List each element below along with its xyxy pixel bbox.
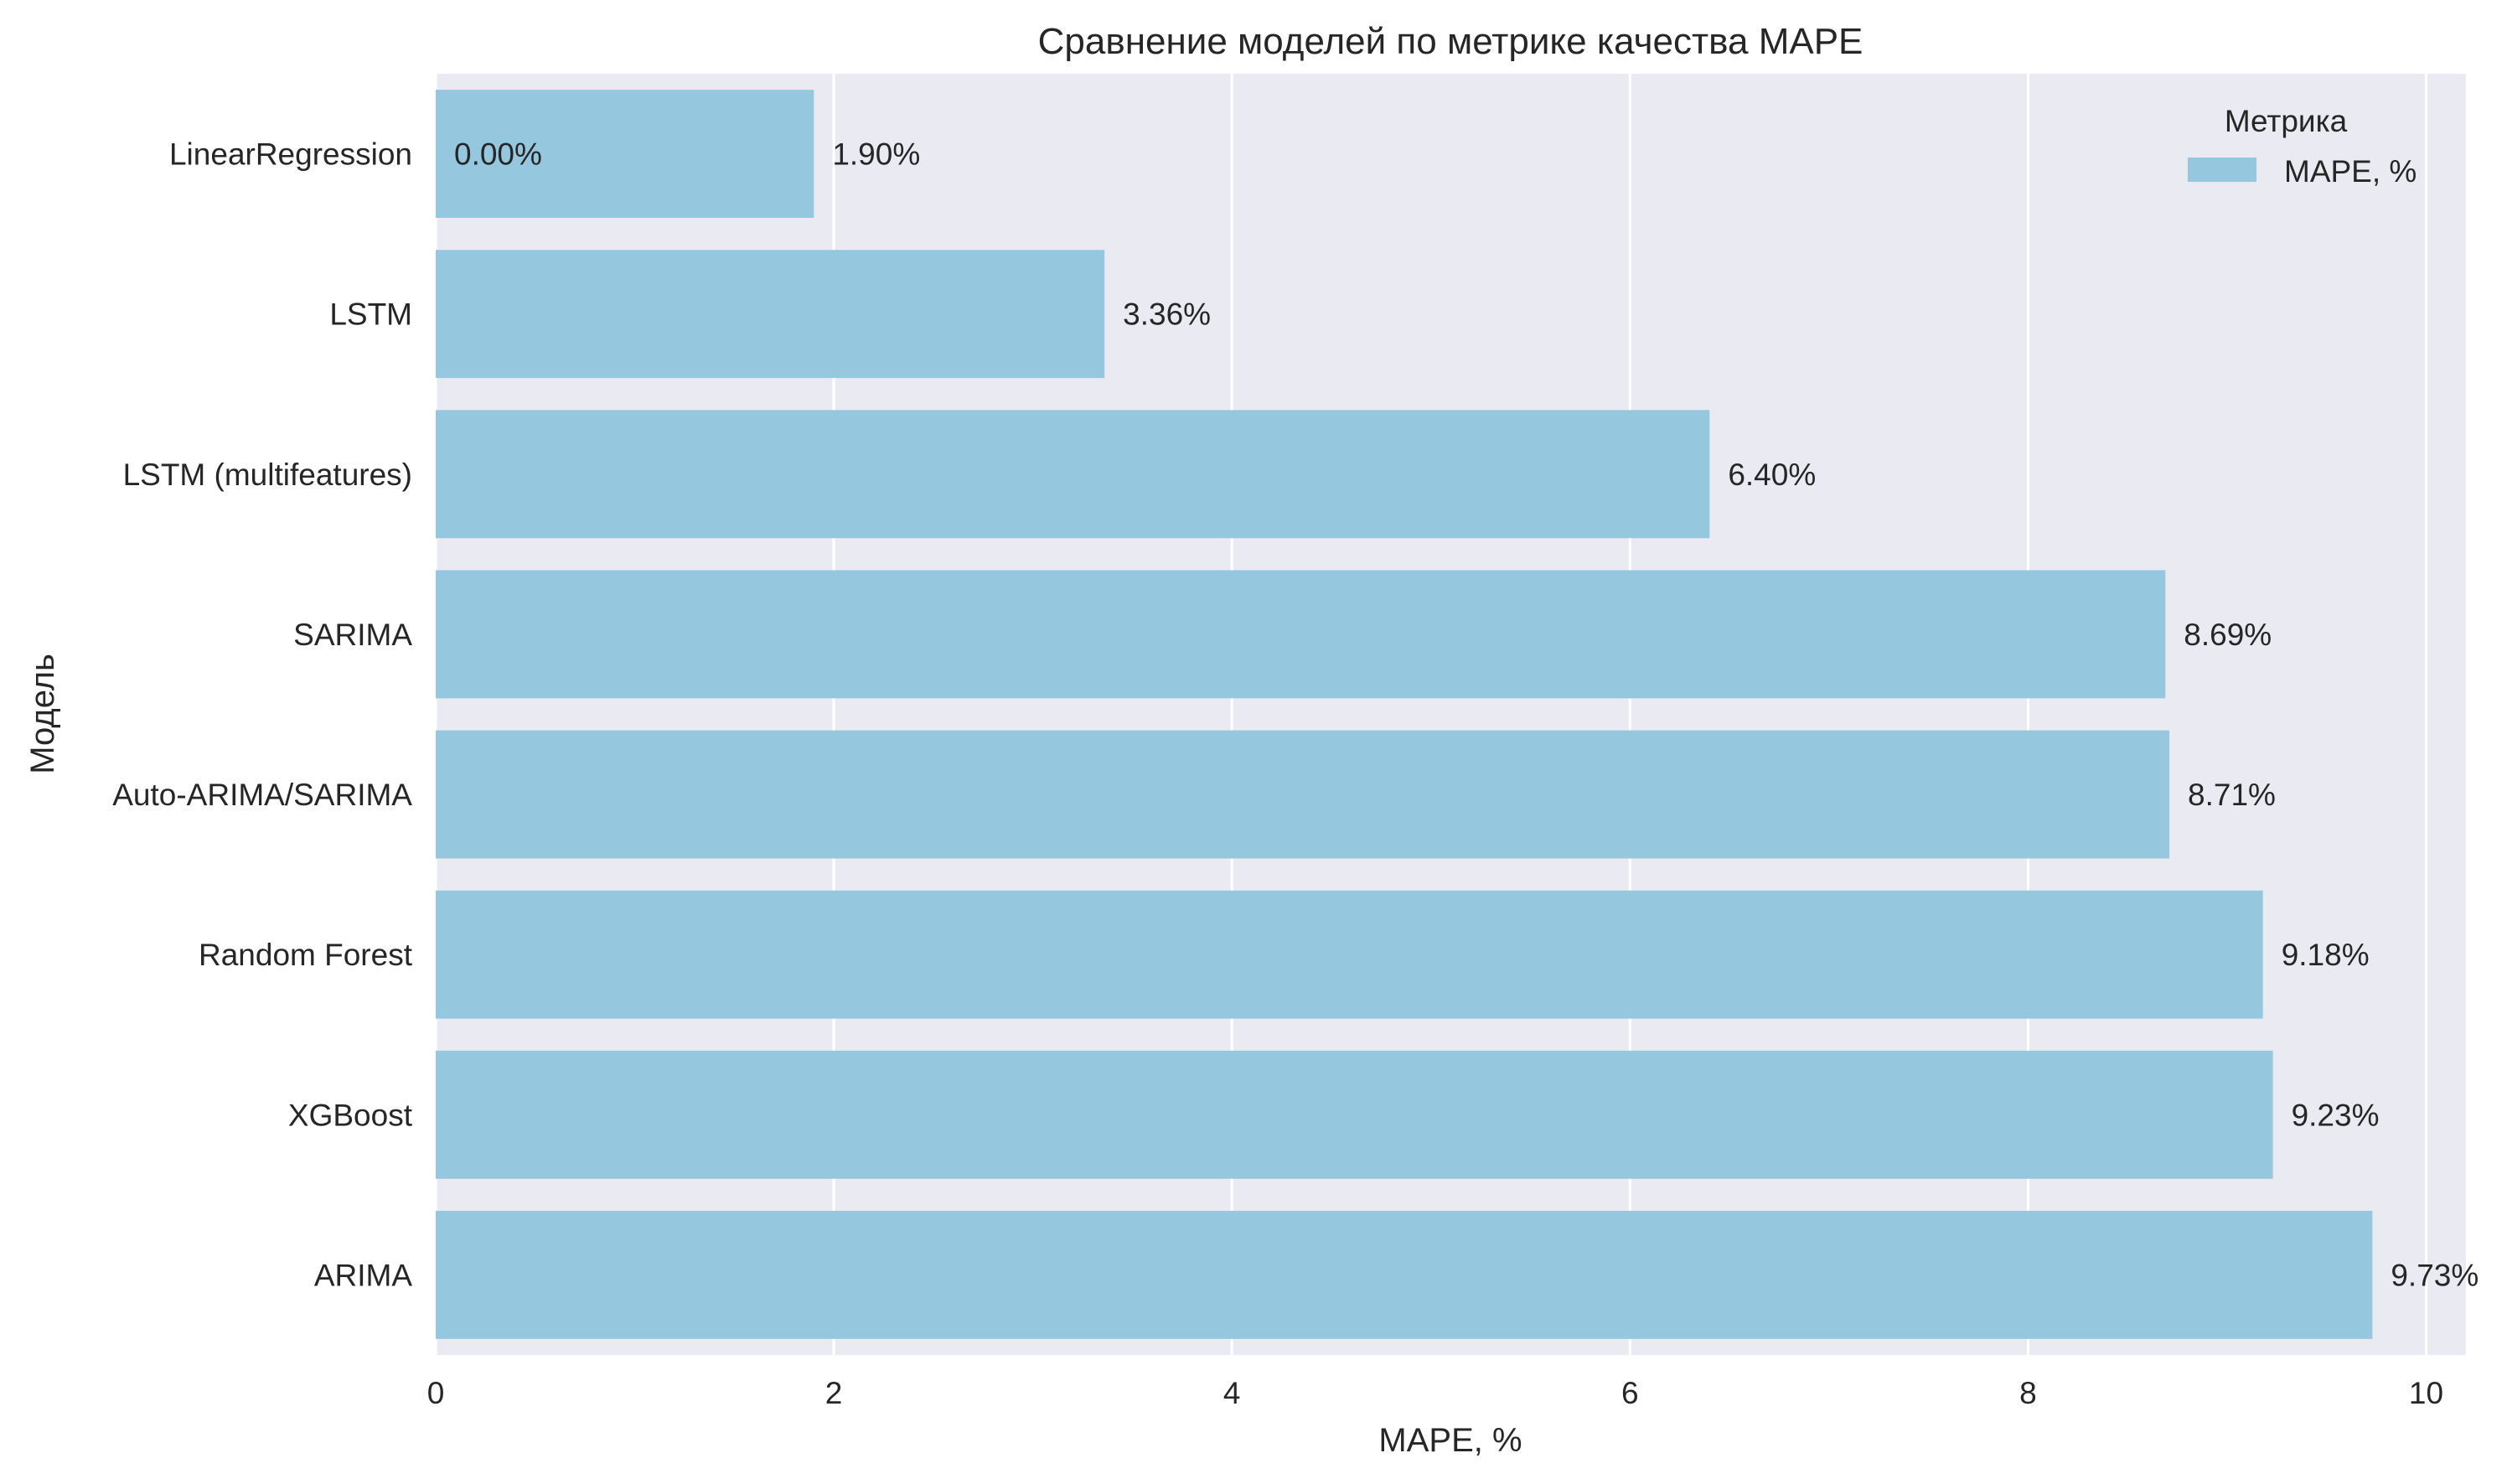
y-axis-label: Модель <box>24 654 61 774</box>
legend-entry-mape: MAPE, % <box>2284 154 2417 189</box>
y-tick-label: SARIMA <box>293 618 412 652</box>
chart-title: Сравнение моделей по метрике качества MA… <box>1038 21 1863 62</box>
y-tick-label: Auto-ARIMA/SARIMA <box>112 778 412 812</box>
zero-annotation: 0.00% <box>454 137 542 172</box>
y-tick-label: XGBoost <box>288 1098 413 1132</box>
y-tick-label: LSTM (multifeatures) <box>123 458 412 492</box>
x-tick-label: 10 <box>2409 1376 2443 1410</box>
bar-data-label: 9.23% <box>2292 1098 2380 1132</box>
bars <box>436 90 2373 1339</box>
bar-data-label: 9.73% <box>2391 1258 2479 1292</box>
legend-title: Метрика <box>2225 104 2348 138</box>
bar <box>436 1210 2373 1339</box>
bar <box>436 730 2170 859</box>
y-tick-label: LinearRegression <box>169 137 412 172</box>
bar <box>436 1050 2273 1179</box>
y-tick-labels: LinearRegression LSTM LSTM (multifeatures)… <box>112 137 412 1293</box>
x-axis-label: MAPE, % <box>1378 1422 1522 1459</box>
bar-data-label: 3.36% <box>1123 297 1211 332</box>
y-tick-label: LSTM <box>329 297 412 332</box>
bar-data-label: 8.71% <box>2188 778 2276 812</box>
bar <box>436 250 1105 379</box>
bar-data-label: 9.18% <box>2282 938 2370 972</box>
bar-data-label: 8.69% <box>2184 618 2272 652</box>
x-tick-label: 4 <box>1223 1376 1241 1410</box>
bar <box>436 570 2166 699</box>
x-tick-label: 8 <box>2019 1376 2037 1410</box>
x-tick-labels: 0 2 4 6 8 10 <box>427 1376 2443 1410</box>
bar <box>436 410 1710 539</box>
bar <box>436 90 814 219</box>
y-tick-label: ARIMA <box>314 1258 413 1292</box>
legend-swatch <box>2188 158 2256 182</box>
annotations: 0.00% <box>454 137 542 172</box>
x-tick-label: 2 <box>825 1376 843 1410</box>
bar <box>436 890 2263 1019</box>
bar-data-label: 6.40% <box>1728 458 1816 492</box>
bar-data-label: 1.90% <box>832 137 920 172</box>
bar-labels: 1.90% 3.36% 6.40% 8.69% 8.71% 9.18% 9.23% 9.73% <box>832 137 2479 1293</box>
x-tick-label: 0 <box>427 1376 445 1410</box>
x-tick-label: 6 <box>1621 1376 1639 1410</box>
legend: Метрика MAPE, % <box>2188 104 2417 189</box>
y-tick-label: Random Forest <box>199 938 413 972</box>
